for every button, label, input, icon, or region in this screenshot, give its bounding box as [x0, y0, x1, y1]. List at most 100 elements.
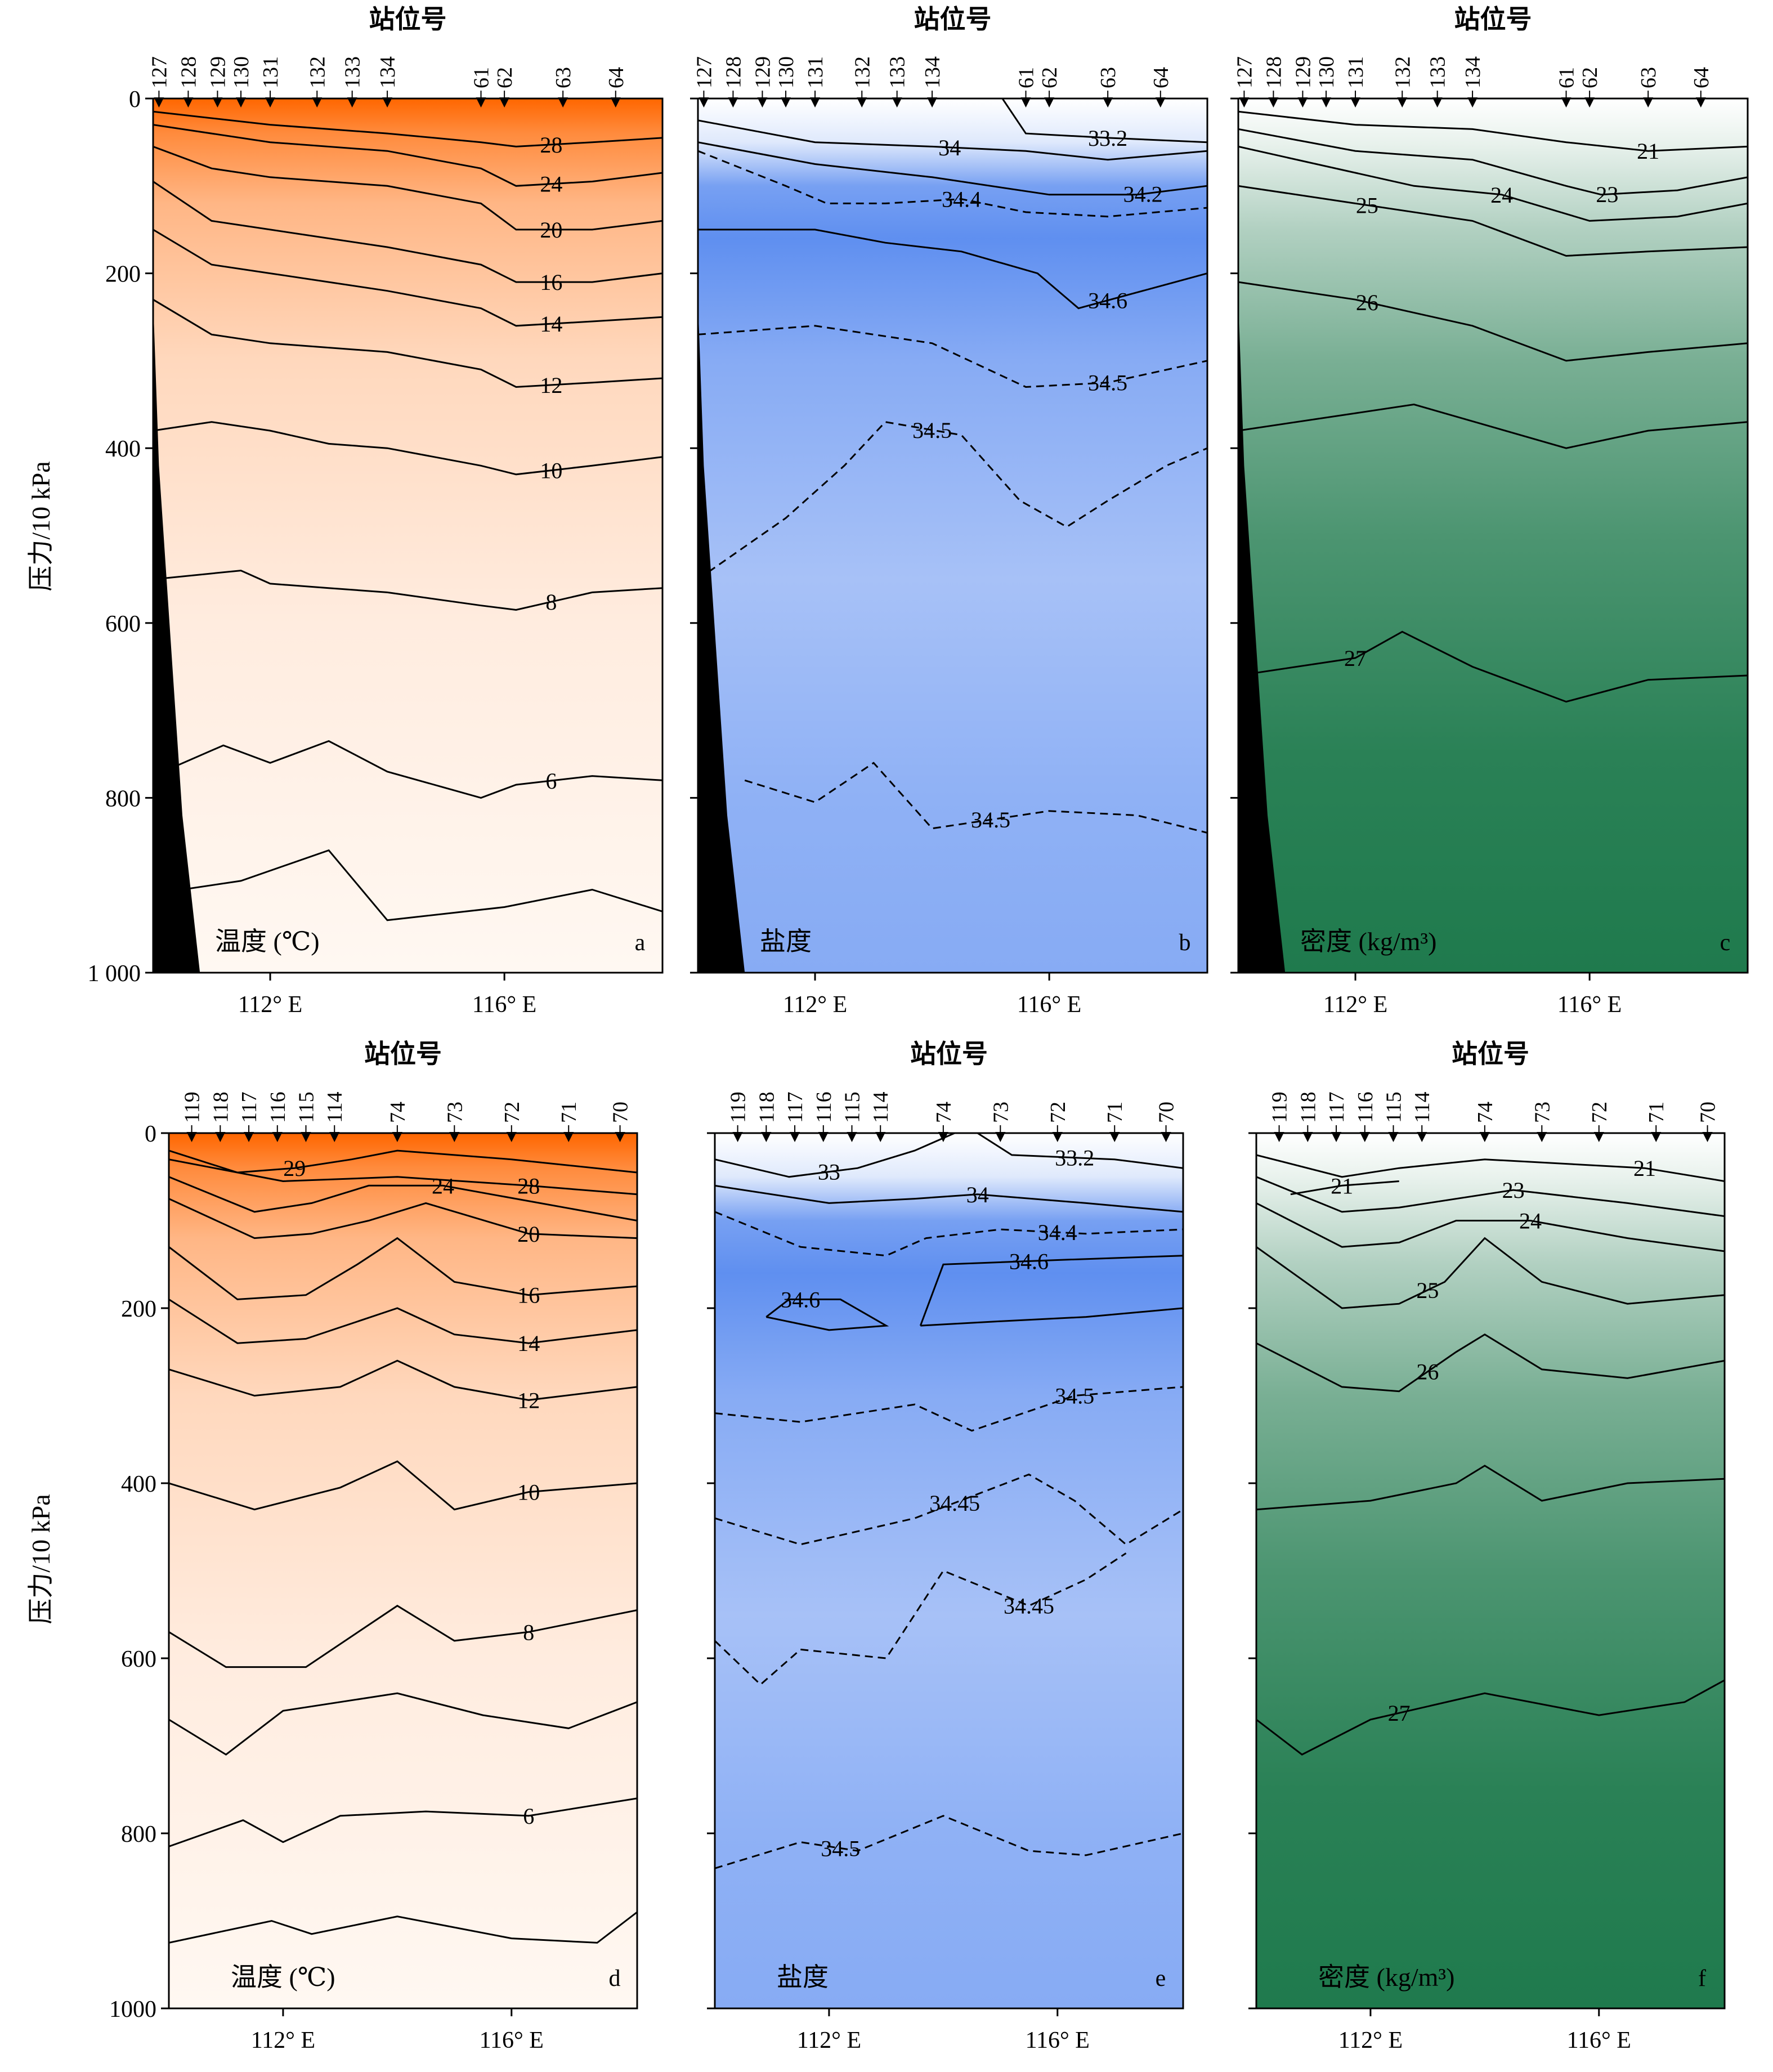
- station-marker-c-5: [1397, 97, 1408, 108]
- station-marker-c-9: [1584, 97, 1595, 108]
- contour-line-a-4-0: [153, 229, 662, 327]
- contour-line-d-7-0: [169, 1460, 637, 1511]
- station-marker-f-2: [1331, 1132, 1342, 1142]
- station-marker-e-5: [875, 1132, 886, 1142]
- contour-label-f-0: 21: [1633, 1156, 1656, 1181]
- station-marker-c-11: [1695, 97, 1706, 108]
- station-label-e-2: 117: [783, 1091, 807, 1123]
- station-label-b-2: 129: [751, 56, 774, 88]
- contour-label-a-7: 8: [545, 589, 557, 615]
- contour-line-a-3-0: [153, 181, 662, 283]
- station-label-b-11: 64: [1149, 67, 1173, 88]
- station-marker-a-5: [312, 97, 323, 108]
- station-marker-c-10: [1643, 97, 1654, 108]
- station-marker-e-3: [818, 1132, 829, 1142]
- contour-label-e-6: 34.5: [1055, 1384, 1094, 1409]
- chart-panel-c: 21 23 24 25 26 27 112° E 116° E 127 128 129 130 131 1…: [1230, 5, 1749, 1018]
- station-marker-b-5: [857, 97, 867, 108]
- plot-frame-c: [1237, 97, 1749, 974]
- station-label-e-10: 70: [1155, 1102, 1179, 1123]
- contour-label-d-3: 20: [517, 1221, 540, 1247]
- contour-line-c-2-0: [1238, 145, 1748, 222]
- contour-label-f-4: 25: [1416, 1278, 1439, 1303]
- contours-c: 21 23 24 25 26 27: [1238, 110, 1748, 703]
- contour-line-a-5-0: [153, 298, 662, 388]
- panel-letter-c: c: [1720, 930, 1731, 956]
- station-marker-e-8: [1052, 1132, 1063, 1142]
- contour-line-c-5-0: [1238, 403, 1748, 449]
- station-marker-d-9: [563, 1132, 574, 1142]
- station-label-d-7: 73: [443, 1102, 467, 1123]
- contour-label-b-5: 34.5: [1088, 370, 1127, 396]
- station-label-c-9: 62: [1578, 67, 1602, 88]
- contour-line-c-4-0: [1238, 281, 1748, 362]
- x-tick-label-e-1: 116° E: [1026, 2028, 1090, 2053]
- contour-label-e-5: 34.6: [1009, 1248, 1049, 1274]
- station-label-f-0: 119: [1268, 1091, 1292, 1123]
- station-marker-e-4: [847, 1132, 857, 1142]
- station-marker-b-0: [699, 97, 709, 108]
- station-label-a-4: 131: [259, 56, 283, 88]
- station-label-d-2: 117: [238, 1091, 261, 1123]
- variable-label-b: 盐度: [760, 927, 812, 956]
- station-label-d-8: 72: [500, 1102, 524, 1123]
- contour-label-d-6: 12: [517, 1388, 540, 1413]
- station-label-d-6: 74: [386, 1102, 410, 1123]
- colour-field-e: [715, 1133, 1183, 2008]
- contours-d: 29 28 24 20 16 14 12 10 8 6: [169, 1149, 637, 1944]
- y-tick-label-d-2: 400: [121, 1471, 156, 1497]
- plot-frame-e: [714, 1132, 1184, 2010]
- y-tick-label-d-3: 600: [121, 1646, 156, 1672]
- plot-frame-a: [152, 97, 664, 974]
- contour-line-f-3-0: [1256, 1202, 1725, 1252]
- contour-line-e-3-0: [715, 1211, 1183, 1257]
- contour-label-a-8: 6: [545, 768, 557, 794]
- station-label-a-11: 64: [605, 67, 628, 88]
- contour-line-a-7-0: [153, 570, 662, 611]
- contour-line-a-1-0: [153, 124, 662, 187]
- station-marker-f-0: [1274, 1132, 1284, 1142]
- contour-line-d-10-0: [169, 1797, 637, 1847]
- contour-label-f-2: 23: [1502, 1178, 1525, 1203]
- station-axis-title-a: 站位号: [369, 5, 447, 34]
- contour-line-d-6-0: [169, 1359, 637, 1401]
- contour-label-c-1: 23: [1596, 182, 1618, 207]
- station-label-a-0: 127: [147, 56, 171, 88]
- station-marker-e-7: [995, 1132, 1006, 1142]
- contour-label-d-10: 6: [523, 1804, 534, 1829]
- contours-f: 21 21 23 24 25 26 27: [1256, 1154, 1725, 1756]
- station-label-c-10: 63: [1637, 67, 1660, 88]
- station-marker-c-7: [1467, 97, 1478, 108]
- station-marker-c-4: [1350, 97, 1361, 108]
- contours-e: 33.2 33 34 34.4 34.6 34.6 34.5 34.45 34.45 34.5: [715, 1133, 1183, 1869]
- x-tick-label-b-0: 112° E: [783, 992, 847, 1018]
- contours-a: 28 24 20 16 14 12 10 8 6: [153, 110, 662, 921]
- contour-label-b-2: 34.2: [1123, 182, 1163, 207]
- contour-line-d-9-0: [169, 1692, 637, 1756]
- variable-label-e: 盐度: [777, 1963, 829, 1992]
- contour-label-d-0: 29: [283, 1156, 306, 1181]
- station-label-a-10: 63: [552, 67, 575, 88]
- station-marker-d-3: [272, 1132, 283, 1142]
- station-label-b-7: 134: [921, 56, 944, 88]
- station-label-b-0: 127: [692, 56, 716, 88]
- station-marker-a-0: [154, 97, 164, 108]
- station-label-b-3: 130: [774, 56, 798, 88]
- station-axis-title-e: 站位号: [910, 1040, 988, 1068]
- y-tick-label-a-2: 400: [105, 436, 141, 462]
- chart-panel-b: 33.2 34 34.2 34.4 34.6 34.5 34.5 34.5 112° E 116°…: [690, 5, 1208, 1018]
- station-marker-a-6: [347, 97, 357, 108]
- station-label-e-7: 73: [989, 1102, 1013, 1123]
- contour-label-e-1: 33: [818, 1160, 840, 1185]
- x-tick-label-d-0: 112° E: [251, 2028, 315, 2053]
- station-label-a-6: 133: [341, 56, 365, 88]
- contour-label-a-4: 14: [540, 311, 562, 337]
- x-tick-label-f-0: 112° E: [1338, 2028, 1403, 2053]
- panel-letter-d: d: [609, 1966, 621, 1992]
- contour-line-b-2-0: [698, 141, 1207, 196]
- station-marker-b-3: [781, 97, 791, 108]
- station-label-d-9: 71: [557, 1102, 581, 1123]
- station-label-d-10: 70: [609, 1102, 633, 1123]
- contour-line-e-9-0: [715, 1815, 1183, 1869]
- colour-field-f: [1256, 1133, 1725, 2008]
